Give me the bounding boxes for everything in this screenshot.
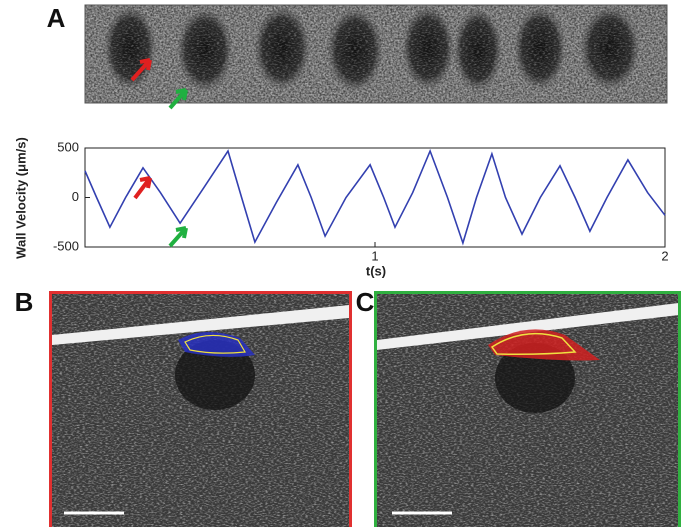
panel-label: C xyxy=(356,287,375,317)
green-arrow xyxy=(170,228,186,246)
ultrasound-image xyxy=(377,294,679,527)
x-tick-label: 2 xyxy=(661,248,668,263)
red-arrow xyxy=(135,178,150,198)
velocity-line xyxy=(85,151,665,243)
panel-label: A xyxy=(47,3,66,33)
figure: A Wall Velocity (μm/s) t(s) -500 0 500 1 2 B… xyxy=(0,0,681,527)
ultrasound-image xyxy=(52,294,349,527)
y-tick-label: 500 xyxy=(57,139,79,154)
y-axis-label: Wall Velocity (μm/s) xyxy=(13,137,28,259)
x-tick-label: 1 xyxy=(371,248,378,263)
panel-label: B xyxy=(15,287,34,317)
y-tick-label: -500 xyxy=(53,238,79,253)
m-mode-image xyxy=(85,5,667,103)
velocity-chart: Wall Velocity (μm/s) t(s) -500 0 500 1 2 xyxy=(13,137,668,278)
y-tick-label: 0 xyxy=(72,189,79,204)
plot-frame xyxy=(85,148,665,247)
x-axis-label: t(s) xyxy=(366,263,386,278)
